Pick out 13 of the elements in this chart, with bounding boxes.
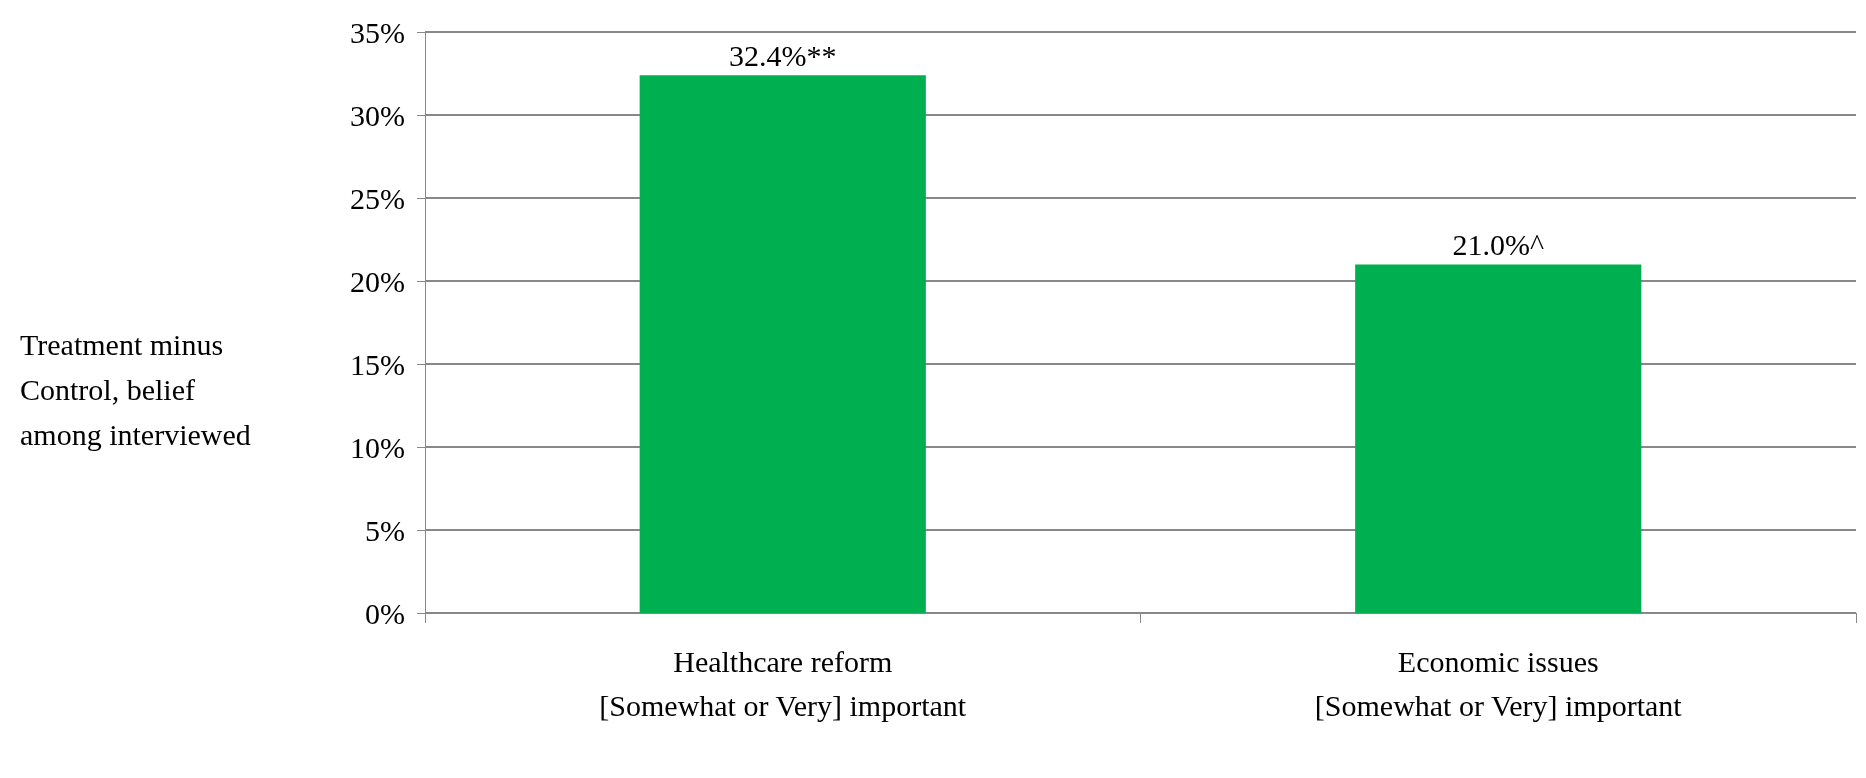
data-label: 21.0%^ (1452, 227, 1545, 261)
y-tick-label: 30% (350, 98, 405, 132)
y-tick-label: 25% (350, 181, 405, 215)
x-tick-label: Healthcare reform [Somewhat or Very] important (599, 644, 967, 722)
x-tick-label: Economic issues [Somewhat or Very] important (1314, 644, 1683, 722)
y-tick-label: 20% (350, 264, 405, 298)
y-tick-label: 5% (365, 513, 405, 547)
y-tick-label: 35% (350, 15, 405, 49)
y-tick-label: 10% (350, 430, 405, 464)
data-label: 32.4%** (729, 38, 837, 72)
y-axis-title: Treatment minus Control, belief among interviewed (20, 327, 251, 451)
y-tick-label: 0% (365, 596, 405, 630)
y-tick-label: 15% (350, 347, 405, 381)
